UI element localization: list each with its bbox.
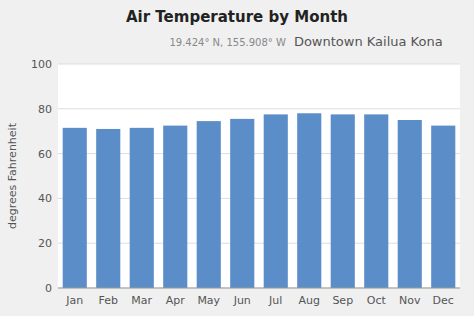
y-grid: [58, 64, 460, 288]
bar: [197, 121, 221, 288]
bar: [364, 114, 388, 288]
grid-line: [58, 64, 460, 65]
x-tick-label: Jun: [233, 294, 251, 307]
x-tick-label: Oct: [367, 294, 387, 307]
y-tick-label: 40: [38, 192, 52, 205]
bar: [130, 128, 154, 288]
title: Air Temperature by Month: [126, 8, 348, 26]
subtitle-location: Downtown Kailua Kona: [294, 34, 443, 49]
bar: [264, 114, 288, 288]
chart-svg: 0 20 40 60 80 100 Jan Feb Mar Apr May Jun Jul Aug Sep O…: [0, 0, 474, 316]
x-tick-label: Apr: [166, 294, 186, 307]
x-axis-line: [58, 288, 460, 289]
bar: [297, 113, 321, 288]
bar: [331, 114, 355, 288]
background: [0, 0, 474, 316]
bar: [63, 128, 87, 288]
x-tick-label: Dec: [433, 294, 454, 307]
grid-line: [58, 288, 460, 289]
grid-line: [58, 108, 460, 109]
x-axis: Jan Feb Mar Apr May Jun Jul Aug Sep Oct Nov Dec: [58, 288, 460, 307]
x-tick-label: Nov: [399, 294, 421, 307]
bar: [431, 126, 455, 288]
x-tick-label: Sep: [332, 294, 353, 307]
page: {"chart_data": {"type": "bar", "title": …: [0, 0, 474, 316]
y-axis-label: degrees Fahrenheit: [6, 122, 19, 229]
x-tick-label: Feb: [99, 294, 118, 307]
plot-background: [58, 64, 460, 288]
subtitle-coords: 19.424° N, 155.908° W: [169, 37, 286, 48]
y-tick-label: 100: [31, 58, 52, 71]
y-tick-label: 60: [38, 148, 52, 161]
chart-container: 0 20 40 60 80 100 Jan Feb Mar Apr May Jun Jul Aug Sep O…: [0, 0, 474, 316]
bar: [163, 126, 187, 288]
x-tick-label: Jan: [65, 294, 83, 307]
bars: [63, 113, 456, 288]
bar: [230, 119, 254, 288]
x-tick-label: Jul: [268, 294, 282, 307]
y-tick-label: 80: [38, 103, 52, 116]
y-axis: 0 20 40 60 80 100: [31, 58, 52, 295]
y-tick-label: 0: [45, 282, 52, 295]
x-tick-label: May: [197, 294, 220, 307]
bar: [398, 120, 422, 288]
x-tick-label: Aug: [299, 294, 320, 307]
x-tick-label: Mar: [131, 294, 152, 307]
bar: [96, 129, 120, 288]
y-tick-label: 20: [38, 237, 52, 250]
